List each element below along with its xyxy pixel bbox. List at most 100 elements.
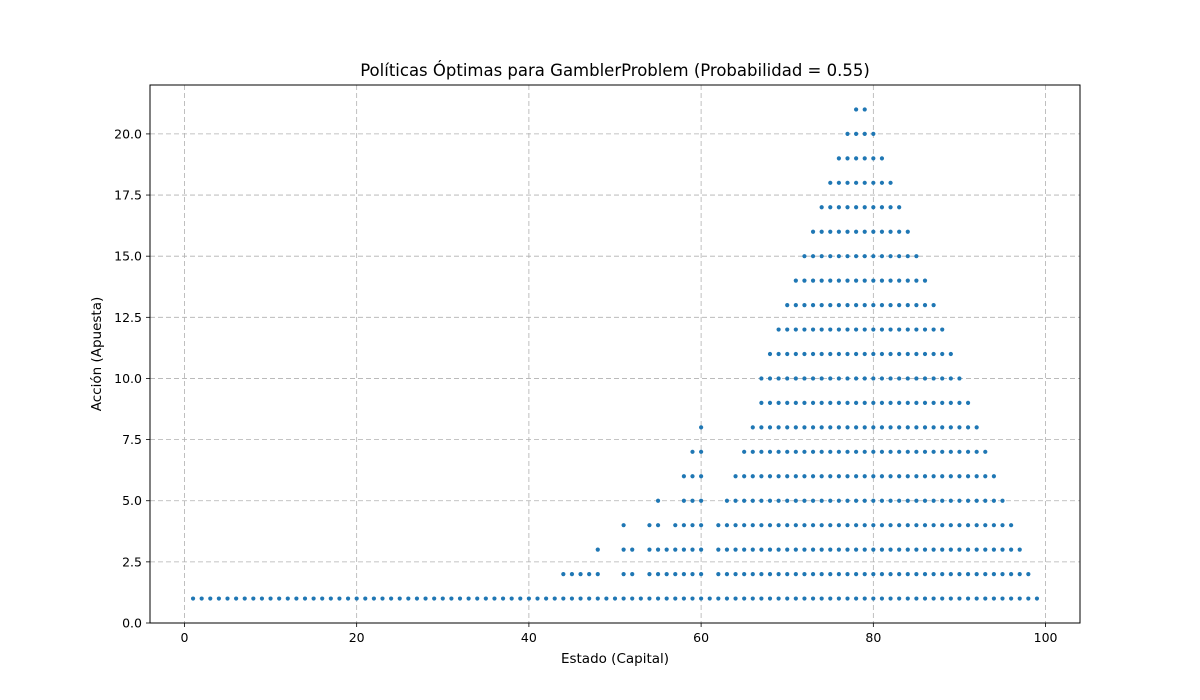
x-tick-label: 0 (180, 630, 188, 645)
data-point (931, 302, 936, 308)
data-point (699, 474, 704, 479)
data-point (828, 523, 833, 528)
data-point (828, 180, 833, 185)
data-point (681, 547, 686, 552)
data-point (845, 205, 850, 210)
data-point (965, 449, 971, 454)
data-point (328, 596, 333, 601)
data-point (905, 351, 910, 357)
data-point (759, 596, 764, 601)
data-point (828, 376, 833, 381)
data-point (871, 229, 876, 234)
data-point (854, 596, 859, 601)
data-point (690, 547, 695, 552)
data-point (690, 449, 695, 454)
data-point (888, 449, 893, 454)
plot-area-frame (149, 84, 1081, 624)
data-point (750, 425, 755, 430)
data-point (879, 205, 885, 210)
data-point (854, 107, 859, 112)
data-point (802, 425, 807, 430)
data-point (862, 425, 867, 430)
x-axis-label: Estado (Capital) (561, 651, 669, 667)
data-point (914, 376, 919, 381)
data-point (810, 425, 816, 430)
data-point (518, 596, 523, 601)
y-tick-label: 17.5 (114, 188, 142, 203)
data-point (922, 449, 928, 454)
data-point (965, 498, 971, 503)
data-point (862, 327, 867, 332)
data-point (828, 278, 833, 283)
data-point (277, 596, 282, 601)
data-point (561, 596, 566, 601)
data-point (819, 205, 824, 210)
data-point (819, 474, 824, 479)
data-point (785, 302, 790, 308)
data-point (862, 302, 867, 308)
data-point (905, 327, 910, 332)
data-point (845, 351, 850, 357)
data-point (922, 547, 928, 552)
data-point (974, 596, 979, 601)
data-point (991, 523, 996, 528)
data-point (828, 449, 833, 454)
data-point (862, 596, 867, 601)
data-point (810, 547, 816, 552)
data-point (699, 547, 704, 552)
data-point (905, 571, 910, 577)
data-point (922, 571, 928, 577)
data-point (888, 523, 893, 528)
data-point (655, 498, 661, 503)
data-point (836, 498, 841, 503)
data-point (983, 596, 988, 601)
data-point (845, 376, 850, 381)
data-point (922, 425, 928, 430)
data-point (819, 302, 824, 308)
data-point (251, 596, 256, 601)
data-point (888, 254, 893, 259)
data-point (785, 327, 790, 332)
data-point (854, 229, 859, 234)
data-point (940, 474, 945, 479)
data-point (733, 523, 738, 528)
data-point (647, 547, 652, 552)
data-point (810, 278, 816, 283)
data-point (871, 351, 876, 357)
data-point (699, 425, 704, 430)
data-point (914, 425, 919, 430)
data-point (742, 571, 747, 577)
data-point (854, 278, 859, 283)
data-point (940, 596, 945, 601)
data-point (897, 474, 902, 479)
data-point (690, 474, 695, 479)
data-point (862, 474, 867, 479)
data-point (655, 571, 661, 577)
data-point (802, 327, 807, 332)
data-point (819, 400, 824, 406)
data-point (509, 596, 514, 601)
data-point (1009, 596, 1014, 601)
data-point (587, 571, 592, 577)
data-point (793, 474, 798, 479)
y-tick-label: 0.0 (122, 616, 142, 631)
y-tick-label: 15.0 (114, 249, 142, 264)
data-point (776, 596, 781, 601)
data-point (888, 474, 893, 479)
data-point (793, 547, 798, 552)
data-point (845, 302, 850, 308)
data-point (767, 425, 773, 430)
data-point (871, 474, 876, 479)
data-point (965, 571, 971, 577)
data-point (957, 571, 962, 577)
data-point (922, 523, 928, 528)
data-point (742, 449, 747, 454)
data-point (974, 425, 979, 430)
data-point (802, 254, 807, 259)
data-point (810, 400, 816, 406)
data-point (905, 302, 910, 308)
data-point (561, 571, 566, 577)
data-point (406, 596, 411, 601)
data-point (793, 498, 798, 503)
data-point (836, 180, 841, 185)
